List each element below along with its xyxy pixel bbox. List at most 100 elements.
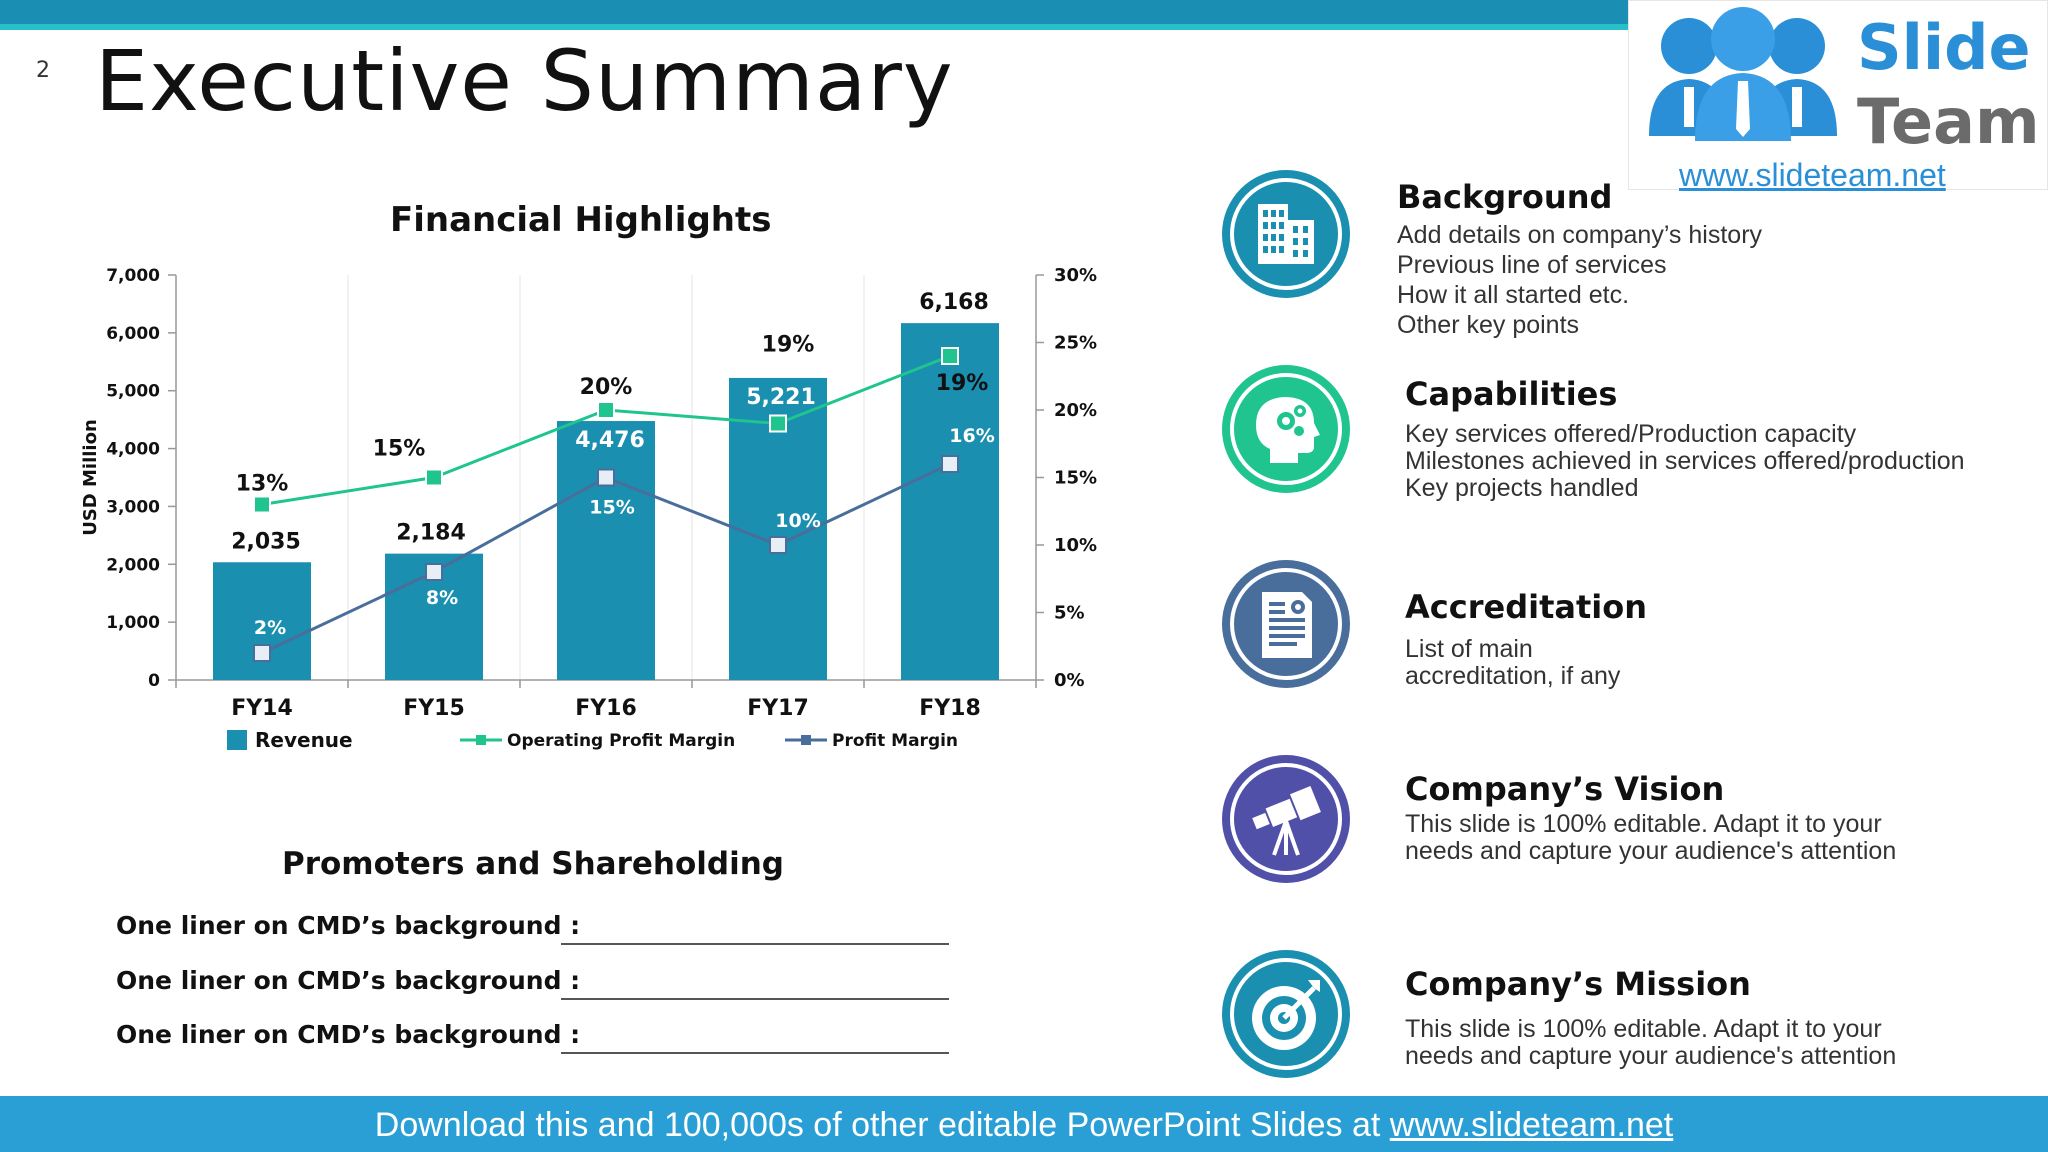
y-tick-label: 7,000 bbox=[106, 266, 160, 286]
info-mission: Company’s Mission This slide is 100% edi… bbox=[1222, 950, 2022, 1090]
operating-margin-marker bbox=[597, 401, 615, 419]
profit-margin-label: 8% bbox=[426, 587, 458, 609]
info-line: accreditation, if any bbox=[1405, 662, 1621, 690]
legend-revenue-swatch bbox=[227, 730, 247, 750]
y-tick-label: 2,000 bbox=[106, 555, 160, 575]
profit-margin-label: 10% bbox=[775, 510, 820, 532]
revenue-bar bbox=[557, 421, 655, 680]
promoter-label: One liner on CMD’s background : bbox=[116, 1020, 581, 1049]
promoter-fill-line[interactable] bbox=[561, 943, 949, 945]
head-gears-icon bbox=[1222, 365, 1350, 493]
target-icon bbox=[1222, 950, 1350, 1078]
y-tick-label: 0 bbox=[148, 671, 160, 691]
info-heading: Background bbox=[1397, 178, 1613, 216]
y-tick-label: 6,000 bbox=[106, 324, 160, 344]
promoter-row: One liner on CMD’s background : bbox=[116, 1020, 956, 1060]
logo-team-text: Team bbox=[1857, 85, 2040, 158]
revenue-data-label: 4,476 bbox=[575, 428, 645, 453]
legend-profit-marker bbox=[801, 735, 811, 745]
info-line: Key services offered/Production capacity bbox=[1405, 420, 1857, 448]
y2-tick-label: 15% bbox=[1054, 468, 1097, 489]
promoters-title: Promoters and Shareholding bbox=[282, 846, 784, 882]
operating-margin-marker bbox=[941, 347, 959, 365]
y2-tick-label: 20% bbox=[1054, 400, 1097, 421]
profit-margin-label: 2% bbox=[254, 617, 286, 639]
info-capabilities: Capabilities Key services offered/Produc… bbox=[1222, 365, 2022, 505]
y-tick-label: 1,000 bbox=[106, 613, 160, 633]
info-text: Key services offered/Production capacity… bbox=[1405, 421, 1965, 502]
promoter-fill-line[interactable] bbox=[561, 998, 949, 1000]
revenue-data-label: 2,184 bbox=[396, 521, 466, 546]
page-title: Executive Summary bbox=[95, 32, 954, 130]
footer-message: Download this and 100,000s of other edit… bbox=[374, 1106, 1390, 1144]
operating-margin-label: 15% bbox=[373, 437, 426, 462]
slideteam-logo[interactable]: Slide Team www.slideteam.net bbox=[1628, 0, 2048, 193]
operating-margin-label: 19% bbox=[936, 371, 989, 396]
info-heading: Company’s Vision bbox=[1405, 770, 1725, 808]
revenue-data-label: 5,221 bbox=[746, 385, 816, 410]
building-icon bbox=[1222, 170, 1350, 298]
y2-tick-label: 10% bbox=[1054, 535, 1097, 556]
operating-margin-marker bbox=[769, 414, 787, 433]
x-tick-label: FY14 bbox=[231, 696, 293, 721]
footer-link[interactable]: www.slideteam.net bbox=[1389, 1106, 1674, 1144]
promoter-label: One liner on CMD’s background : bbox=[116, 966, 581, 995]
info-text: This slide is 100% editable. Adapt it to… bbox=[1405, 1016, 1896, 1070]
legend-operating-label: Operating Profit Margin bbox=[507, 731, 735, 751]
y2-tick-label: 0% bbox=[1054, 670, 1085, 691]
info-line: needs and capture your audience's attent… bbox=[1405, 1042, 1897, 1070]
legend-operating-marker bbox=[476, 735, 486, 745]
promoter-row: One liner on CMD’s background : bbox=[116, 966, 956, 1006]
info-line: This slide is 100% editable. Adapt it to… bbox=[1405, 1015, 1882, 1043]
logo-slide-text: Slide bbox=[1857, 11, 2031, 84]
promoter-fill-line[interactable] bbox=[561, 1052, 949, 1054]
people-logo-icon bbox=[1649, 7, 1837, 141]
info-line: Other key points bbox=[1397, 311, 1580, 339]
x-tick-label: FY16 bbox=[575, 696, 637, 721]
footer-text: Download this and 100,000s of other edit… bbox=[0, 1106, 2048, 1145]
slide-number: 2 bbox=[36, 58, 50, 83]
info-line: How it all started etc. bbox=[1397, 281, 1630, 309]
x-tick-label: FY15 bbox=[403, 696, 465, 721]
info-heading: Company’s Mission bbox=[1405, 965, 1751, 1003]
info-line: Milestones achieved in services offered/… bbox=[1405, 447, 1965, 475]
logo-url-link[interactable]: www.slideteam.net bbox=[1679, 157, 1946, 193]
info-background: Background Add details on company’s hist… bbox=[1222, 170, 2022, 339]
info-line: Previous line of services bbox=[1397, 251, 1667, 279]
info-heading: Capabilities bbox=[1405, 375, 1618, 413]
info-text: List of main accreditation, if any bbox=[1405, 636, 1620, 690]
profit-margin-label: 16% bbox=[949, 425, 994, 447]
y-tick-label: 3,000 bbox=[106, 497, 160, 517]
revenue-bar bbox=[901, 323, 999, 680]
operating-margin-label: 20% bbox=[580, 375, 633, 400]
profit-margin-marker bbox=[253, 644, 271, 662]
financial-chart: 0 1,000 2,000 3,000 4,000 5,000 6,000 7,000 USD … bbox=[80, 265, 1097, 752]
info-line: This slide is 100% editable. Adapt it to… bbox=[1405, 810, 1882, 838]
y2-tick-label: 5% bbox=[1054, 603, 1085, 624]
operating-margin-label: 13% bbox=[236, 472, 289, 497]
info-heading: Accreditation bbox=[1405, 588, 1647, 626]
profit-margin-marker bbox=[425, 563, 443, 581]
operating-margin-marker bbox=[425, 468, 443, 487]
revenue-data-label: 6,168 bbox=[919, 290, 989, 315]
profit-margin-marker bbox=[941, 455, 959, 473]
footer-bar: Download this and 100,000s of other edit… bbox=[0, 1096, 2048, 1152]
promoter-row: One liner on CMD’s background : bbox=[116, 911, 956, 951]
profit-margin-marker bbox=[769, 536, 787, 554]
info-text: This slide is 100% editable. Adapt it to… bbox=[1405, 811, 1896, 865]
y2-tick-label: 25% bbox=[1054, 333, 1097, 354]
y2-tick-label: 30% bbox=[1054, 265, 1097, 286]
top-bar-accent bbox=[0, 24, 2048, 30]
x-tick-label: FY17 bbox=[747, 696, 809, 721]
x-tick-label: FY18 bbox=[919, 696, 981, 721]
y-tick-label: 5,000 bbox=[106, 382, 160, 402]
info-line: Key projects handled bbox=[1405, 474, 1639, 502]
telescope-icon bbox=[1222, 755, 1350, 883]
info-line: needs and capture your audience's attent… bbox=[1405, 837, 1897, 865]
info-text: Add details on company’s history Previou… bbox=[1397, 220, 1762, 340]
y-tick-label: 4,000 bbox=[106, 440, 160, 460]
revenue-data-label: 2,035 bbox=[231, 529, 301, 554]
info-line: Add details on company’s history bbox=[1397, 221, 1763, 249]
operating-margin-marker bbox=[253, 495, 271, 514]
info-accreditation: Accreditation List of main accreditation… bbox=[1222, 560, 2022, 700]
